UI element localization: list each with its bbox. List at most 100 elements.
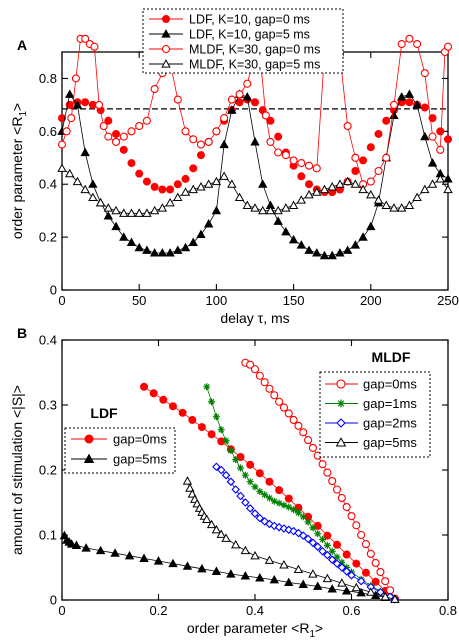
data-point: [158, 185, 167, 194]
data-point: [232, 456, 240, 464]
data-point: [374, 166, 383, 176]
data-point: [350, 240, 361, 249]
data-point: [65, 89, 75, 98]
data-point: [150, 84, 159, 94]
data-point: [90, 42, 99, 51]
data-point: [157, 203, 168, 212]
data-point: [119, 232, 129, 241]
data-point: [327, 181, 337, 191]
data-point: [275, 397, 284, 406]
data-point: [242, 92, 252, 101]
data-point: [304, 436, 313, 445]
data-point: [308, 569, 318, 578]
data-point: [374, 129, 383, 138]
data-point: [80, 184, 90, 194]
data-point: [389, 203, 399, 212]
data-point: [135, 169, 144, 178]
data-point: [304, 518, 312, 526]
data-point: [134, 208, 144, 217]
data-point: [185, 483, 195, 492]
data-point: [57, 140, 67, 149]
data-point: [390, 594, 400, 603]
data-point: [284, 494, 293, 503]
data-point: [196, 140, 206, 149]
data-point: [332, 485, 342, 494]
data-point: [274, 132, 283, 141]
x-axis-label: order parameter <R1>: [187, 620, 323, 640]
data-point: [297, 159, 306, 168]
data-point: [298, 531, 308, 540]
data-point: [347, 512, 356, 521]
data-point: [203, 383, 211, 391]
data-point: [444, 135, 452, 144]
data-point: [304, 245, 314, 254]
data-point: [57, 163, 67, 172]
data-point: [140, 382, 149, 391]
data-point: [211, 205, 222, 215]
data-point: [127, 159, 136, 168]
data-point: [381, 577, 390, 586]
data-point: [134, 242, 144, 252]
data-point: [58, 114, 66, 123]
data-point: [196, 151, 205, 160]
data-point: [188, 237, 198, 246]
data-point: [65, 168, 75, 178]
data-point: [371, 558, 380, 568]
data-point: [258, 179, 268, 188]
legend-box-ldf: [64, 427, 176, 474]
data-point: [342, 550, 351, 559]
data-point: [188, 184, 198, 194]
data-point: [221, 533, 231, 542]
data-point: [281, 226, 291, 236]
data-point: [103, 203, 114, 212]
data-point: [356, 576, 366, 586]
data-point: [104, 132, 113, 141]
data-point: [119, 145, 128, 154]
data-point: [341, 586, 352, 595]
legend-label: gap=0ms: [363, 377, 417, 392]
data-point: [219, 171, 229, 180]
data-point: [202, 514, 212, 523]
data-point: [304, 161, 314, 170]
data-point: [298, 579, 308, 588]
data-point: [332, 559, 342, 568]
data-point: [293, 564, 304, 574]
data-point: [342, 567, 351, 576]
y-tick-label: 0.6: [39, 124, 57, 139]
data-point: [335, 248, 345, 257]
data-point: [231, 485, 240, 494]
data-point: [196, 229, 206, 239]
legend-marker: [161, 29, 171, 38]
data-point: [103, 211, 114, 220]
data-point: [251, 483, 259, 491]
data-point: [181, 127, 190, 136]
data-point: [389, 100, 399, 109]
data-point: [356, 587, 366, 597]
data-point: [149, 248, 160, 257]
data-point: [250, 365, 260, 374]
data-point: [318, 460, 327, 469]
data-point: [168, 402, 177, 411]
data-point: [88, 179, 98, 188]
legend-label: gap=2ms: [363, 416, 417, 431]
data-point: [319, 250, 330, 260]
legend-marker: [162, 15, 170, 23]
legend-marker: [336, 418, 346, 428]
data-point: [357, 530, 366, 540]
data-point: [261, 111, 270, 120]
data-point: [95, 545, 106, 555]
y-tick-label: 0.4: [39, 177, 57, 192]
x-tick-label: 250: [437, 293, 459, 308]
data-point: [127, 127, 136, 136]
data-point: [119, 208, 129, 217]
data-point: [212, 127, 221, 136]
data-point: [219, 139, 229, 149]
data-point: [142, 245, 152, 254]
data-point: [294, 421, 303, 430]
x-tick-label: 50: [132, 293, 146, 308]
data-point: [258, 205, 268, 215]
data-point: [366, 587, 376, 596]
data-point: [299, 428, 308, 437]
data-point: [312, 248, 322, 257]
data-point: [206, 519, 217, 529]
